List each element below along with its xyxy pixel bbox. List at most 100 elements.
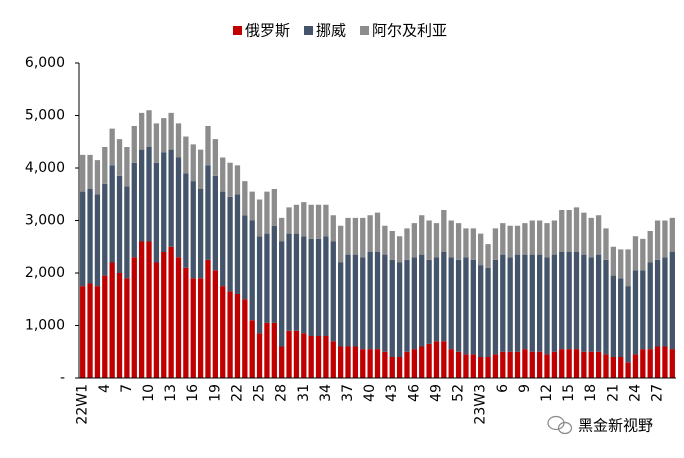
bar-segment [256,236,263,334]
x-tick-label: 27 [650,384,666,402]
bar-segment [618,357,624,378]
bar-segment [197,278,204,378]
bar-segment [522,223,528,255]
bar-segment [544,354,550,378]
bar-segment [131,257,137,378]
bar-segment [308,336,314,378]
bar-segment [190,144,196,182]
bar-segment [396,236,403,263]
bar-segment [264,233,270,323]
bar-segment [588,351,594,378]
bar-segment [220,286,226,378]
bar-segment [536,351,543,378]
bar-segment [293,330,300,378]
bar-segment [625,249,631,287]
bar-segment [323,236,329,336]
bar-segment [256,333,263,378]
bar-segment [463,228,469,258]
bar-segment [411,257,418,350]
bar-segment [87,283,93,378]
bar-segment [161,118,167,153]
y-tick-label: 4,000 [25,160,65,176]
bar-segment [190,181,196,279]
bar-segment [551,351,558,378]
bar-segment [153,123,160,163]
bar-segment [654,220,661,260]
bar-segment [581,351,587,378]
bar-segment [161,152,167,252]
bar-segment [470,259,476,355]
bar-segment [419,215,425,255]
x-tick-label: 22 [229,384,245,402]
bar-segment [293,204,300,234]
bar-segment [478,233,484,266]
bar-segment [205,259,211,378]
bar-segment [522,254,528,350]
x-tick-label: 22W1 [75,384,91,425]
x-tick-label: 7 [119,384,135,393]
bar-segment [455,351,462,378]
bar-segment [212,139,219,176]
bar-segment [345,346,351,378]
bar-segment [485,244,491,268]
bar-segment [544,257,550,355]
bar-segment [433,257,440,342]
bar-segment [352,346,359,378]
bar-segment [227,196,233,292]
x-tick-label: 19 [207,384,223,402]
bar-segment [286,233,292,331]
bar-segment [175,157,182,258]
bar-segment [315,238,322,336]
bar-segment [234,194,241,294]
bar-segment [507,225,513,258]
bar-segment [315,336,322,378]
bar-segment [249,320,255,378]
bar-segment [146,241,152,378]
bar-segment [264,191,270,234]
bar-segment [109,165,115,263]
bar-segment [315,204,322,239]
bar-segment [102,183,108,276]
x-tick-label: 10 [141,384,157,402]
bar-segment [441,210,447,252]
bar-segment [662,220,668,258]
bar-segment [455,223,462,260]
y-tick-label: 1,000 [25,318,65,334]
bar-segment [337,225,344,263]
x-tick-label: 21 [605,384,621,402]
bar-segment [80,191,86,287]
bar-segment [669,349,675,378]
bar-segment [529,254,535,352]
bar-segment [382,351,388,378]
bar-segment [367,349,373,378]
x-tick-label: 6 [495,384,511,393]
bar-segment [153,262,160,378]
watermark: 黑金新视野 [578,417,653,435]
bar-segment [389,259,395,357]
bar-segment [610,246,617,276]
bar-segment [470,228,476,260]
bar-segment [404,259,410,352]
bar-segment [271,322,277,378]
bar-segment [183,173,189,268]
bar-segment [293,233,300,331]
bar-segment [153,162,160,263]
bar-segment [175,257,182,378]
x-tick-label: 46 [406,384,422,402]
bar-segment [301,236,307,334]
bar-segment [382,254,388,352]
legend-swatch [304,26,314,35]
bar-segment [573,252,580,350]
bar-segment [138,149,145,242]
bar-segment [227,162,233,197]
bar-segment [124,278,130,378]
bar-segment [146,110,152,147]
bar-segment [559,349,565,378]
bar-segment [116,175,123,273]
bar-segment [279,346,285,378]
bar-segment [345,217,351,255]
bar-segment [640,270,646,350]
bar-segment [514,225,521,255]
x-tick-label: 40 [362,384,378,402]
bar-segment [536,254,543,352]
